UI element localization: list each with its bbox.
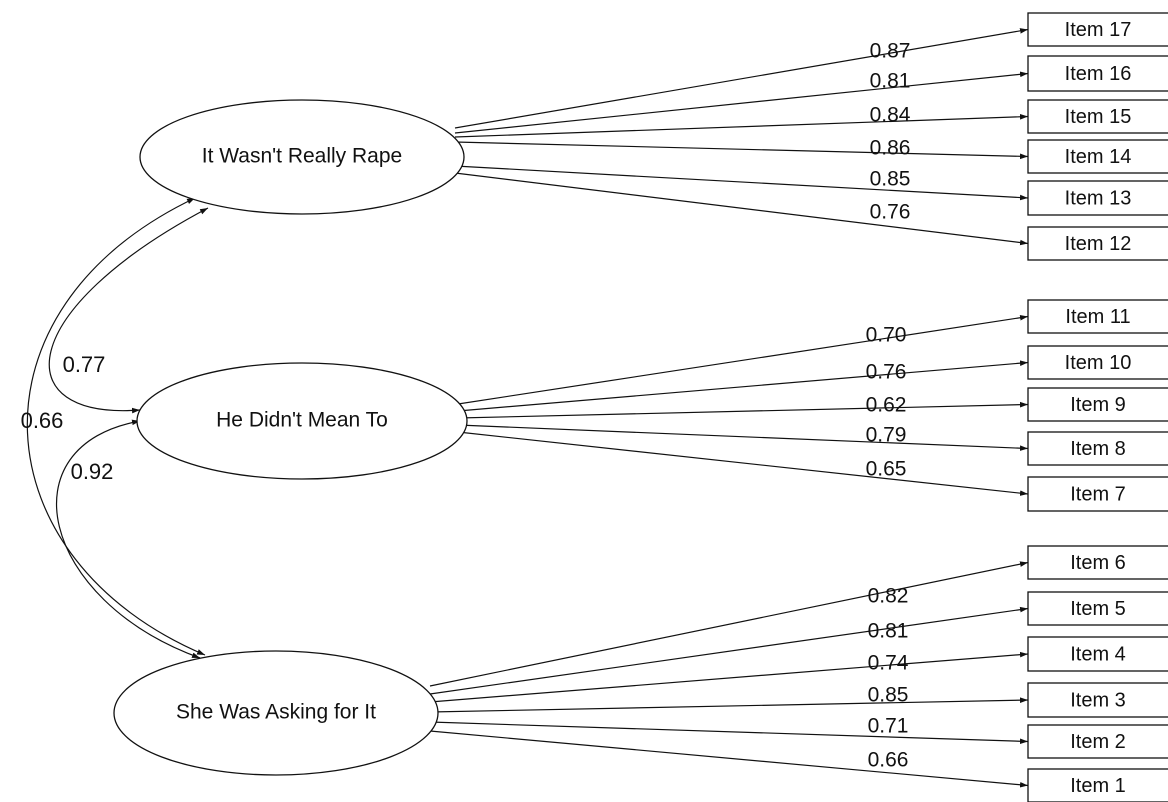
item-box xyxy=(1027,545,1168,580)
item-label: Item 5 xyxy=(1070,598,1126,620)
loading-value: 0.62 xyxy=(866,394,907,417)
loading-value: 0.82 xyxy=(868,585,909,608)
item-label: Item 10 xyxy=(1065,352,1132,374)
loading-arrow xyxy=(429,651,1029,703)
loading-arrow xyxy=(429,730,1029,788)
item-box xyxy=(1027,299,1168,334)
item-label: Item 7 xyxy=(1070,483,1126,505)
loading-arrow xyxy=(454,141,1029,160)
item-box xyxy=(1027,139,1168,174)
item-label: Item 13 xyxy=(1065,187,1132,209)
item-box xyxy=(1027,55,1168,92)
loading-arrow xyxy=(454,172,1029,246)
loading-value: 0.66 xyxy=(868,749,909,772)
loading-arrow xyxy=(429,561,1029,687)
correlation-arc-f1-f3 xyxy=(26,197,206,656)
item-label: Item 14 xyxy=(1065,146,1132,168)
item-label: Item 1 xyxy=(1070,775,1126,797)
item-box xyxy=(1027,12,1168,47)
item-label: Item 12 xyxy=(1065,233,1132,255)
item-label: Item 16 xyxy=(1065,63,1132,85)
loading-value: 0.70 xyxy=(866,324,907,347)
loading-arrow xyxy=(429,606,1029,695)
loading-arrow xyxy=(454,71,1029,134)
item-label: Item 3 xyxy=(1070,689,1126,711)
item-label: Item 4 xyxy=(1070,643,1126,665)
loading-value: 0.85 xyxy=(868,684,909,707)
loading-value: 0.84 xyxy=(870,104,911,127)
loading-arrow xyxy=(457,431,1029,496)
item-label: Item 9 xyxy=(1070,394,1126,416)
factor-ellipse-f3 xyxy=(113,650,439,776)
loading-arrow xyxy=(457,314,1029,405)
item-label: Item 15 xyxy=(1065,106,1132,128)
loading-value: 0.79 xyxy=(866,424,907,447)
loading-value: 0.76 xyxy=(870,201,911,224)
loading-value: 0.81 xyxy=(870,70,911,93)
factor-label-f2: He Didn't Mean To xyxy=(216,409,388,432)
correlation-value-f1-f3: 0.66 xyxy=(21,408,64,433)
item-box xyxy=(1027,180,1168,216)
item-box xyxy=(1027,591,1168,626)
item-box xyxy=(1027,682,1168,718)
loading-value: 0.71 xyxy=(868,715,909,738)
item-label: Item 2 xyxy=(1070,731,1126,753)
factor-ellipse-f1 xyxy=(139,99,465,215)
factor-label-f3: She Was Asking for It xyxy=(176,701,376,724)
item-label: Item 17 xyxy=(1065,19,1132,41)
loading-arrow xyxy=(454,28,1029,129)
correlation-arc-f2-f3 xyxy=(55,419,201,659)
correlation-value-f2-f3: 0.92 xyxy=(71,459,114,484)
item-box xyxy=(1027,345,1168,380)
loading-value: 0.87 xyxy=(870,40,911,63)
item-box xyxy=(1027,387,1168,422)
item-label: Item 8 xyxy=(1070,438,1126,460)
item-box xyxy=(1027,636,1168,672)
correlation-arc-f1-f2 xyxy=(48,207,209,414)
loading-arrow xyxy=(429,721,1029,745)
item-box xyxy=(1027,724,1168,759)
item-label: Item 6 xyxy=(1070,552,1126,574)
correlation-value-f1-f2: 0.77 xyxy=(63,352,106,377)
loading-value: 0.65 xyxy=(866,458,907,481)
loading-arrow xyxy=(457,401,1029,419)
item-box xyxy=(1027,226,1168,261)
loading-value: 0.74 xyxy=(868,652,909,675)
item-label: Item 11 xyxy=(1065,306,1130,328)
loading-value: 0.76 xyxy=(866,361,907,384)
factor-label-f1: It Wasn't Really Rape xyxy=(202,145,402,168)
loading-arrow xyxy=(454,113,1029,138)
loading-value: 0.85 xyxy=(870,168,911,191)
item-box xyxy=(1027,476,1168,512)
item-box xyxy=(1027,431,1168,466)
loading-value: 0.86 xyxy=(870,137,911,160)
loading-value: 0.81 xyxy=(868,620,909,643)
factor-ellipse-f2 xyxy=(136,362,468,480)
loading-arrow xyxy=(429,697,1029,713)
item-box xyxy=(1027,99,1168,134)
loading-arrow xyxy=(454,165,1029,201)
item-box xyxy=(1027,768,1168,802)
loading-arrow xyxy=(457,424,1029,451)
loading-arrow xyxy=(457,360,1029,412)
